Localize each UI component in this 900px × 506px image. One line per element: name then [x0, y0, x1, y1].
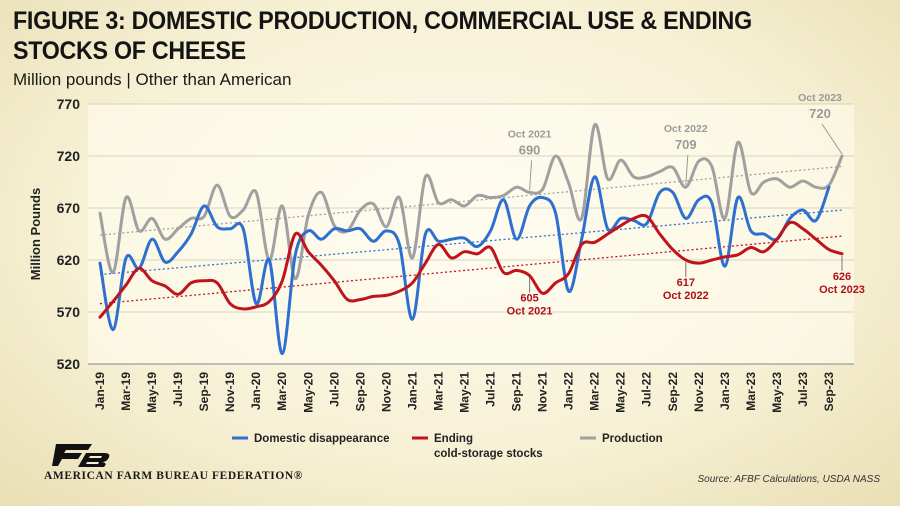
series-line-domestic-disappearance — [98, 175, 831, 356]
annotation-value: 720 — [809, 106, 831, 121]
x-tick-label: Mar-20 — [275, 372, 289, 411]
source-note: Source: AFBF Calculations, USDA NASS — [697, 474, 880, 485]
x-tick-label: Sep-23 — [822, 372, 836, 412]
x-tick-label: Sep-20 — [353, 372, 367, 412]
y-tick-label: 770 — [57, 96, 81, 112]
annotation-leader — [529, 160, 533, 191]
y-tick-label: 670 — [57, 200, 81, 216]
x-tick-label: May-20 — [301, 372, 315, 413]
x-tick-label: Jul-23 — [796, 372, 810, 407]
x-tick-label: Jul-21 — [484, 372, 498, 407]
x-tick-label: Jul-19 — [171, 372, 185, 407]
annotation-value: 690 — [519, 142, 541, 157]
legend-label: cold-storage stocks — [434, 448, 543, 460]
x-tick-label: Mar-23 — [744, 372, 758, 411]
annotation-value: 709 — [675, 137, 697, 152]
x-tick-label: May-21 — [457, 372, 471, 413]
legend-label: Ending — [434, 433, 473, 445]
x-tick-label: May-23 — [770, 372, 784, 413]
x-tick-label: Sep-22 — [666, 372, 680, 412]
legend-label: Production — [602, 433, 663, 445]
x-tick-label: Mar-19 — [119, 372, 133, 411]
legend-label: Domestic disappearance — [254, 433, 390, 445]
x-tick-label: Mar-22 — [588, 372, 602, 411]
x-tick-label: Nov-21 — [536, 372, 550, 412]
x-tick-label: Jan-22 — [562, 372, 576, 410]
x-tick-label: Mar-21 — [431, 372, 445, 411]
annotation-value: 605 — [520, 293, 538, 305]
series-line-ending-cold-storage-stocks — [98, 213, 844, 319]
chart-title: FIGURE 3: DOMESTIC PRODUCTION, COMMERCIA… — [13, 7, 752, 65]
x-tick-label: Nov-19 — [223, 372, 237, 412]
y-axis-label: Million Pounds — [28, 188, 43, 280]
x-tick-label: Jan-19 — [93, 372, 107, 410]
x-tick-label: Jan-21 — [405, 372, 419, 410]
x-tick-label: May-22 — [614, 372, 628, 413]
y-tick-label: 570 — [57, 304, 81, 320]
x-tick-label: Nov-20 — [379, 372, 393, 412]
annotation-label: Oct 2021 — [507, 306, 553, 318]
x-tick-label: May-19 — [145, 372, 159, 413]
x-tick-label: Jan-23 — [718, 372, 732, 410]
annotation-leader — [685, 155, 689, 186]
x-tick-label: Nov-22 — [692, 372, 706, 412]
annotation-value: 626 — [833, 271, 851, 283]
annotation-label: Oct 2023 — [798, 92, 842, 104]
y-tick-label: 620 — [57, 252, 81, 268]
annotation-label: Oct 2022 — [664, 123, 708, 135]
afbf-logo — [52, 440, 112, 475]
x-tick-label: Jul-22 — [640, 372, 654, 407]
series-line-production — [98, 123, 844, 281]
x-tick-label: Jan-20 — [249, 372, 263, 410]
y-tick-label: 520 — [57, 356, 81, 372]
x-tick-label: Sep-19 — [197, 372, 211, 412]
annotation-label: Oct 2022 — [663, 290, 709, 302]
plot-area — [88, 104, 854, 364]
chart-subtitle: Million pounds | Other than American — [13, 70, 292, 89]
annotation-label: Oct 2021 — [508, 128, 552, 140]
x-tick-label: Jul-20 — [327, 372, 341, 407]
x-tick-label: Sep-21 — [510, 372, 524, 412]
annotation-label: Oct 2023 — [819, 284, 865, 296]
annotation-value: 617 — [677, 277, 695, 289]
annotation-leader — [821, 123, 843, 155]
y-tick-label: 720 — [57, 148, 81, 164]
org-name: AMERICAN FARM BUREAU FEDERATION® — [44, 470, 303, 482]
